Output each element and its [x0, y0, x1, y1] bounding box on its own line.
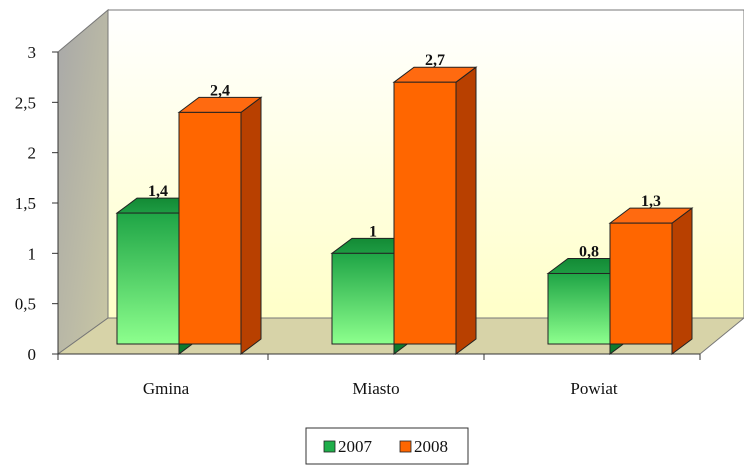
- legend: 2007 2008: [305, 427, 469, 465]
- y-tick-label: 2,5: [15, 93, 36, 112]
- data-label-2008-miasto: 2,7: [425, 52, 445, 69]
- legend-label-2008: 2008: [414, 437, 448, 456]
- y-tick-label: 2: [28, 144, 37, 163]
- side-wall: [57, 8, 109, 355]
- bar-2008-gmina: [177, 96, 263, 355]
- bar-front: [609, 222, 673, 345]
- bar-2008-miasto: [392, 66, 478, 355]
- y-tick-label: 1: [28, 244, 37, 263]
- bar-front: [331, 252, 395, 345]
- bars: [115, 66, 694, 355]
- legend-label-2007: 2007: [338, 437, 373, 456]
- legend-swatch-2008: [399, 440, 412, 453]
- legend-swatch-2007: [323, 440, 336, 453]
- bar-side: [455, 66, 477, 355]
- category-labels: Gmina Miasto Powiat: [143, 379, 618, 398]
- y-tick-label: 0,5: [15, 295, 36, 314]
- data-label-2007-miasto: 1: [369, 223, 377, 240]
- data-label-2007-gmina: 1,4: [148, 183, 168, 200]
- category-label-gmina: Gmina: [143, 379, 190, 398]
- bar-front: [116, 212, 180, 345]
- y-tick-label: 1,5: [15, 194, 36, 213]
- bar-front: [393, 81, 457, 345]
- bar-front: [547, 272, 611, 345]
- y-axis: 0 0,5 1 1,5 2 2,5 3: [15, 43, 701, 364]
- y-tick-label: 3: [28, 43, 37, 62]
- category-label-powiat: Powiat: [570, 379, 618, 398]
- bar-front: [178, 111, 242, 345]
- data-label-2007-powiat: 0,8: [579, 243, 599, 260]
- bar-2008-powiat: [608, 207, 694, 355]
- data-label-2008-gmina: 2,4: [210, 82, 230, 99]
- data-labels: 1,4 2,4 1 2,7 0,8 1,3: [148, 52, 661, 260]
- bar-side: [240, 96, 262, 355]
- bar-side: [671, 207, 693, 355]
- y-tick-label: 0: [28, 345, 37, 364]
- data-label-2008-powiat: 1,3: [641, 193, 661, 210]
- category-label-miasto: Miasto: [352, 379, 399, 398]
